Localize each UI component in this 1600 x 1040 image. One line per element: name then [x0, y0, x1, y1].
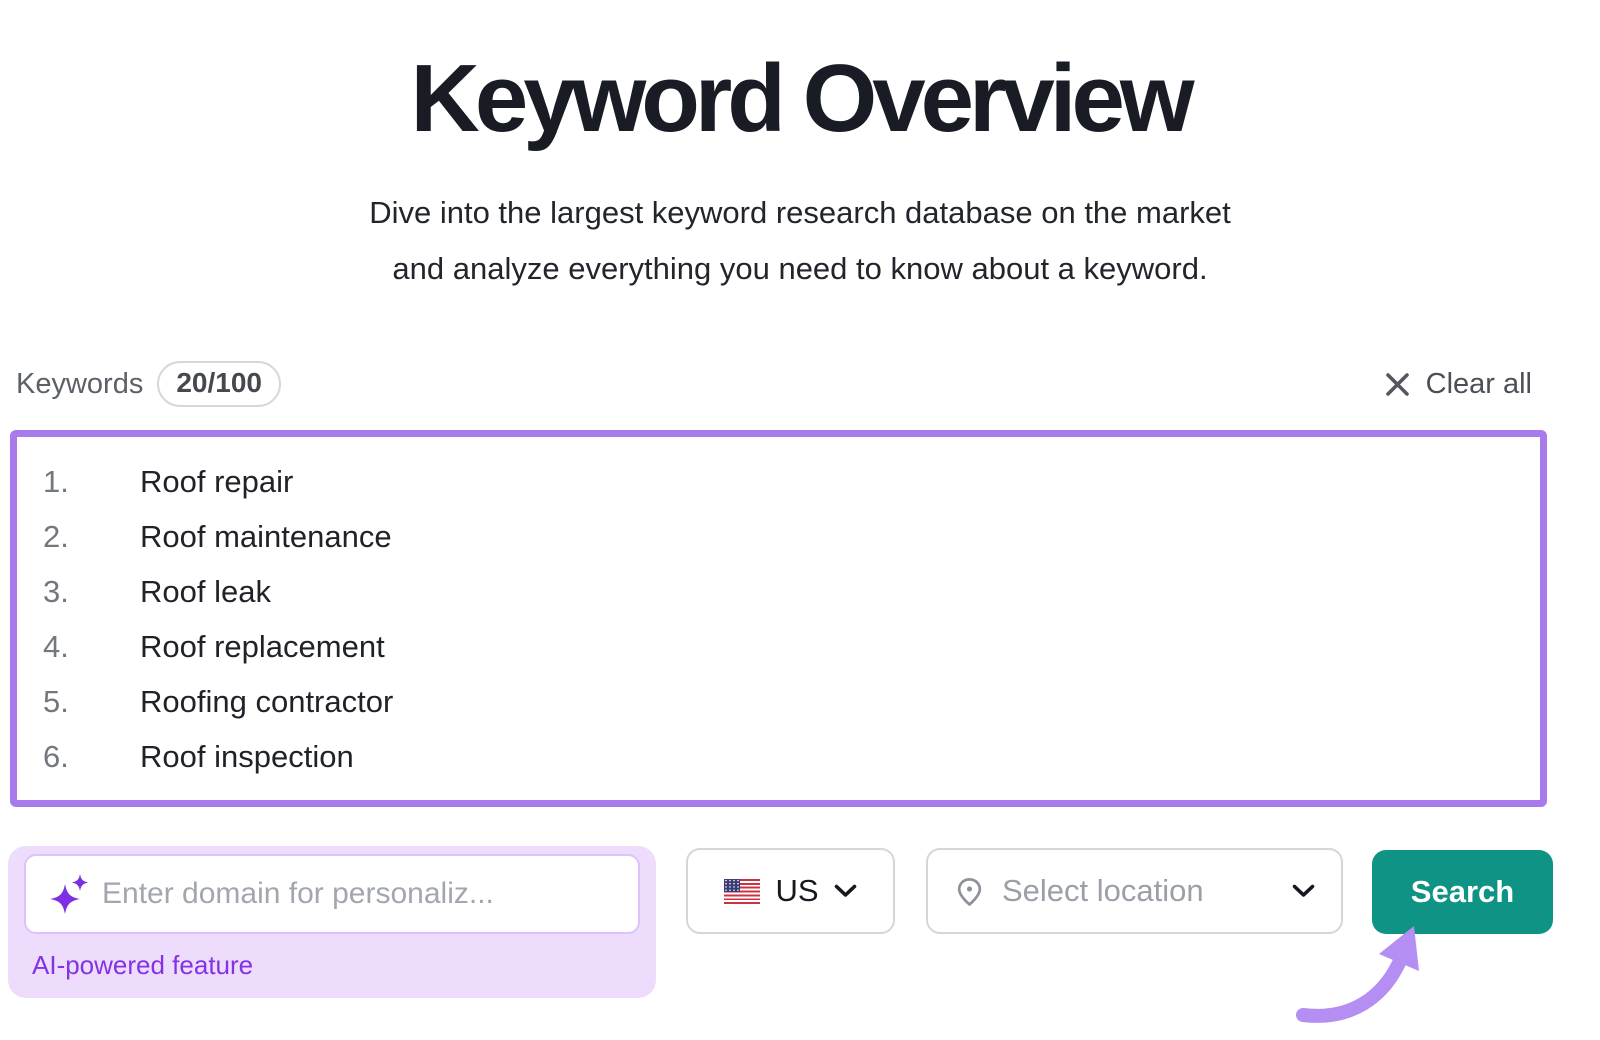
keyword-list-item: 6. Roof inspection: [17, 729, 1540, 784]
chevron-down-icon: [1292, 884, 1315, 897]
subtitle-line-2: and analyze everything you need to know …: [392, 251, 1208, 286]
keywords-label: Keywords: [16, 367, 144, 400]
ai-domain-panel: AI-powered feature: [8, 846, 656, 998]
keyword-list-item: 5. Roofing contractor: [17, 674, 1540, 729]
keyword-list-item: 1. Roof repair: [17, 454, 1540, 509]
location-select-placeholder: Select location: [1002, 873, 1204, 908]
keyword-number: 3.: [43, 573, 69, 609]
keyword-text: Roof inspection: [140, 738, 354, 774]
keyword-text: Roof maintenance: [140, 518, 392, 554]
chevron-down-icon: [834, 884, 856, 897]
keyword-number: 7.: [17, 794, 140, 801]
country-select-value: US: [775, 873, 819, 908]
clear-all-button[interactable]: Clear all: [1384, 362, 1532, 406]
ai-powered-feature-label: AI-powered feature: [32, 950, 254, 980]
keywords-count-badge: 20/100: [157, 361, 281, 407]
keyword-text: Roofing contractor: [140, 683, 394, 719]
keyword-text: Roof repair: [140, 463, 294, 499]
location-pin-icon: [957, 877, 982, 906]
keyword-list-item: 4. Roof replacement: [17, 619, 1540, 674]
keyword-number: 4.: [43, 628, 69, 664]
clear-all-label: Clear all: [1425, 367, 1532, 400]
keyword-number: 6.: [43, 738, 69, 774]
keywords-textarea[interactable]: 1. Roof repair 2. Roof maintenance 3. Ro…: [10, 430, 1547, 807]
page-title: Keyword Overview: [410, 45, 1194, 152]
subtitle-line-1: Dive into the largest keyword research d…: [369, 195, 1231, 230]
keyword-text: Roof leak: [140, 573, 271, 609]
domain-input[interactable]: [24, 854, 640, 934]
keyword-number: 5.: [43, 683, 69, 719]
search-button[interactable]: Search: [1372, 850, 1553, 934]
keyword-list-item: 3. Roof leak: [17, 564, 1540, 619]
keyword-number: 2.: [43, 518, 69, 554]
country-select[interactable]: US: [686, 848, 895, 934]
keywords-header: Keywords 20/100: [16, 360, 281, 408]
us-flag-icon: [724, 878, 761, 904]
domain-input-wrap: [24, 854, 640, 934]
location-select[interactable]: Select location: [926, 848, 1343, 934]
keyword-list-item: 7. Roof: [17, 784, 1540, 801]
keyword-text: Roof replacement: [140, 628, 385, 664]
keyword-number: 1.: [43, 463, 69, 499]
keyword-list-item: 2. Roof maintenance: [17, 509, 1540, 564]
keyword-text: Roof: [140, 794, 205, 801]
page-subtitle: Dive into the largest keyword research d…: [0, 185, 1600, 297]
x-icon: [1385, 372, 1409, 396]
